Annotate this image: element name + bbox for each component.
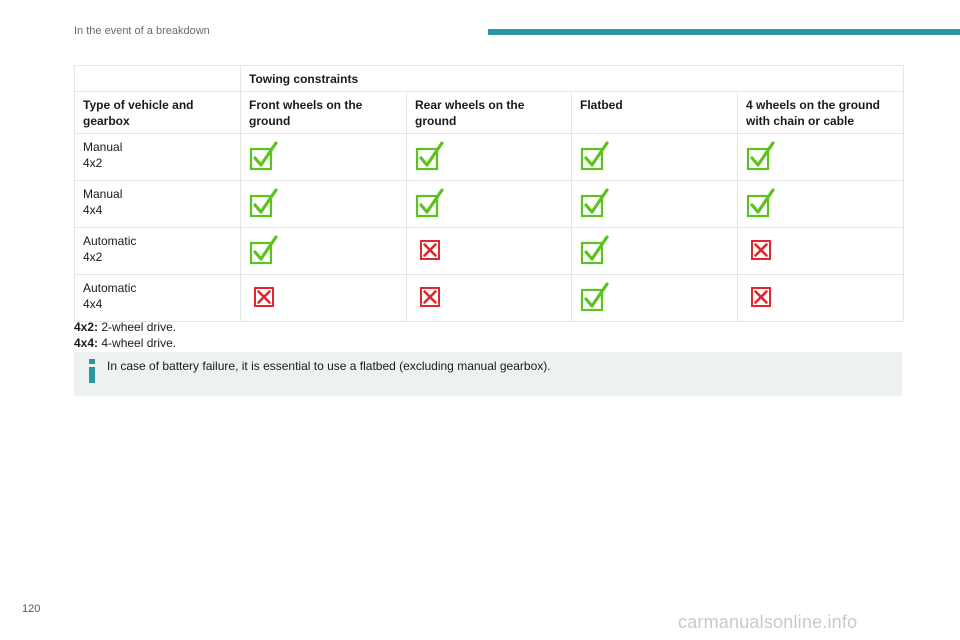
drive-label: 4x4 [83,203,103,217]
constraint-cell [571,180,738,228]
gearbox-label: Automatic [83,234,137,248]
page-number: 120 [22,603,41,615]
column-header: 4 wheels on the ground with chain or cab… [737,91,904,134]
green-check-icon [249,141,278,171]
constraint-cell [406,180,572,228]
note-definition: 4-wheel drive. [101,336,177,350]
green-check-icon [746,188,775,218]
constraint-cell [240,274,407,322]
constraint-cell [406,274,572,322]
vehicle-type-cell: Manual 4x4 [74,180,241,228]
green-check-icon [249,235,278,265]
constraint-cell [406,227,572,275]
constraint-cell [406,133,572,181]
table-row: Automatic 4x2 [74,227,904,275]
constraint-cell [571,274,738,322]
group-header: Towing constraints [240,65,904,92]
green-check-icon [415,141,444,171]
empty-corner-cell [74,65,241,92]
constraint-cell [737,180,904,228]
gearbox-label: Automatic [83,281,137,295]
red-cross-icon [420,287,440,307]
watermark: carmanualsonline.info [678,612,858,632]
constraint-cell [571,227,738,275]
red-cross-icon [254,287,274,307]
section-title: In the event of a breakdown [74,25,210,37]
note-item: 4x4: 4-wheel drive. [74,335,176,351]
constraint-cell [571,133,738,181]
gearbox-label: Manual [83,187,123,201]
vehicle-type-cell: Automatic 4x4 [74,274,241,322]
green-check-icon [415,188,444,218]
constraint-cell [240,227,407,275]
column-header: Type of vehicle and gearbox [74,91,241,134]
red-cross-icon [420,240,440,260]
green-check-icon [580,188,609,218]
table-row: Manual 4x4 [74,180,904,228]
green-check-icon [249,188,278,218]
red-cross-icon [751,240,771,260]
info-text: In case of battery failure, it is essent… [107,359,551,373]
red-cross-icon [751,287,771,307]
info-icon [89,359,95,383]
vehicle-type-cell: Automatic 4x2 [74,227,241,275]
green-check-icon [580,141,609,171]
constraint-cell [240,180,407,228]
info-box: In case of battery failure, it is essent… [74,352,902,396]
drive-label: 4x4 [83,297,103,311]
header-accent-bar [488,29,960,35]
note-term: 4x2: [74,320,99,334]
column-header: Front wheels on the ground [240,91,407,134]
gearbox-label: Manual [83,140,123,154]
note-item: 4x2: 2-wheel drive. [74,319,176,335]
note-definition: 2-wheel drive. [101,320,177,334]
constraint-cell [737,227,904,275]
column-header: Rear wheels on the ground [406,91,572,134]
constraint-cell [240,133,407,181]
green-check-icon [580,282,609,312]
constraint-cell [737,133,904,181]
note-term: 4x4: [74,336,99,350]
towing-constraints-table: Towing constraints Type of vehicle and g… [74,65,904,322]
notes: 4x2: 2-wheel drive. 4x4: 4-wheel drive. [74,319,176,351]
green-check-icon [580,235,609,265]
constraint-cell [737,274,904,322]
table-row: Automatic 4x4 [74,274,904,322]
green-check-icon [746,141,775,171]
vehicle-type-cell: Manual 4x2 [74,133,241,181]
column-header: Flatbed [571,91,738,134]
table-row: Manual 4x2 [74,133,904,181]
drive-label: 4x2 [83,156,103,170]
drive-label: 4x2 [83,250,103,264]
